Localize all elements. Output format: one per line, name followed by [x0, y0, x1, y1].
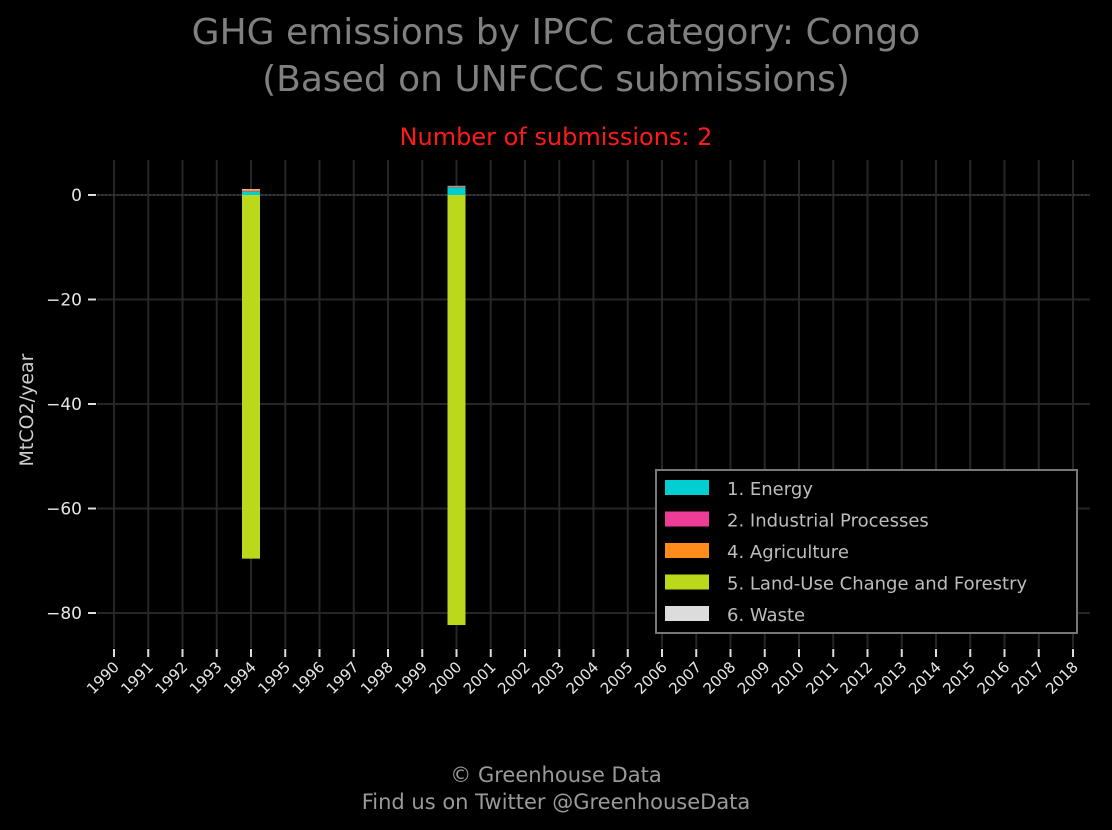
x-tick-label: 1998	[357, 658, 397, 698]
bar-segment	[242, 189, 260, 192]
x-tick-label: 2016	[974, 658, 1014, 698]
x-tick-label: 2002	[494, 658, 534, 698]
legend-entry: 5. Land-Use Change and Forestry	[727, 574, 1027, 595]
x-tick-label: 2001	[460, 658, 500, 698]
x-tick-label: 2009	[734, 658, 774, 698]
footer-twitter: Find us on Twitter @GreenhouseData	[361, 790, 751, 814]
x-tick-label: 1994	[220, 658, 260, 698]
x-tick-label: 2005	[597, 658, 637, 698]
x-tick-label: 1990	[83, 658, 123, 698]
legend-entry: 1. Energy	[727, 479, 813, 500]
x-tick-label: 2004	[563, 658, 603, 698]
x-tick-label: 2007	[665, 658, 705, 698]
x-tick-label: 1997	[323, 658, 363, 698]
x-tick-label: 2008	[700, 658, 740, 698]
legend-entry: 2. Industrial Processes	[727, 511, 929, 532]
y-tick-label: 0	[71, 186, 82, 206]
x-tick-label: 2014	[905, 658, 945, 698]
bar-segment	[242, 195, 260, 559]
bar-segment	[447, 187, 466, 195]
bar-segment	[447, 195, 466, 626]
bar-segment	[447, 186, 466, 188]
x-tick-label: 1999	[391, 658, 431, 698]
legend-swatch	[665, 511, 709, 527]
y-tick-label: −60	[46, 500, 82, 520]
x-tick-label: 2017	[1008, 658, 1048, 698]
chart-subtitle: Number of submissions: 2	[399, 123, 713, 151]
legend-swatch	[665, 606, 709, 621]
x-tick-label: 2018	[1042, 658, 1082, 698]
y-tick-label: −80	[46, 604, 82, 624]
legend-box	[655, 469, 1078, 634]
bar-segment	[242, 191, 260, 195]
legend-entry: 4. Agriculture	[727, 542, 849, 563]
y-tick-label: −20	[46, 291, 82, 311]
x-tick-label: 2010	[768, 658, 808, 698]
x-tick-label: 2011	[802, 658, 842, 698]
legend-swatch	[665, 480, 709, 495]
chart-area: 1990199119921993199419951996199719981999…	[46, 160, 1090, 698]
legend-swatch	[665, 543, 709, 558]
x-tick-label: 2003	[528, 658, 568, 698]
x-tick-label: 1996	[289, 658, 329, 698]
x-axis-ticks: 1990199119921993199419951996199719981999…	[83, 649, 1082, 698]
x-tick-label: 2006	[631, 658, 671, 698]
legend-swatch	[665, 574, 709, 590]
footer-copyright: © Greenhouse Data	[450, 763, 662, 787]
bar-segment	[242, 191, 260, 192]
chart-title-line2: (Based on UNFCCC submissions)	[262, 59, 850, 100]
bars	[242, 185, 466, 626]
x-tick-label: 2012	[837, 658, 877, 698]
x-tick-label: 1995	[254, 658, 294, 698]
bar-segment	[242, 188, 260, 190]
y-tick-label: −40	[46, 395, 82, 415]
x-tick-label: 1991	[117, 658, 157, 698]
x-tick-label: 2013	[871, 658, 911, 698]
y-axis-ticks: 0 −20 −40 −60 −80	[46, 186, 96, 624]
bar-segment	[447, 186, 466, 187]
x-tick-label: 2015	[939, 658, 979, 698]
legend: 1. Energy 2. Industrial Processes 4. Agric…	[655, 469, 1078, 634]
legend-entry: 6. Waste	[727, 605, 805, 626]
x-tick-label: 2000	[426, 658, 466, 698]
chart-title: GHG emissions by IPCC category: Congo	[191, 12, 921, 53]
x-tick-label: 1993	[186, 658, 226, 698]
bar-segment	[447, 185, 466, 187]
x-tick-label: 1992	[152, 658, 192, 698]
